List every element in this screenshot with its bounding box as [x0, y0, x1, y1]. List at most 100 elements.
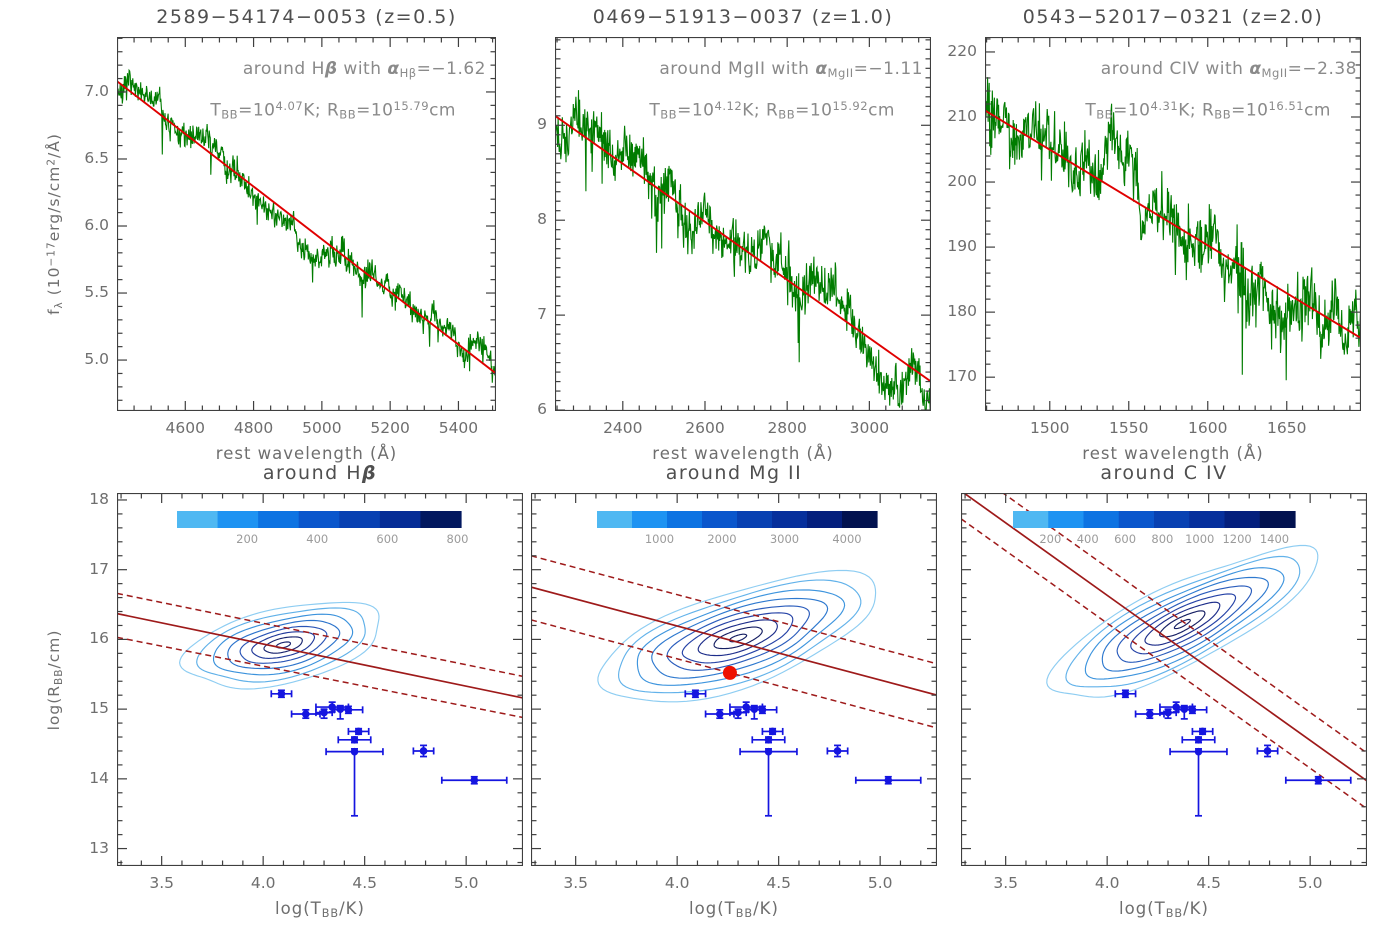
- density-contour: [1046, 544, 1319, 698]
- x-axis-label: log(TBB/K): [117, 899, 523, 920]
- text-segment: rest wavelength (Å): [652, 444, 834, 463]
- y-tick-label: 17: [89, 559, 109, 578]
- colorbar-segment: [1118, 511, 1155, 528]
- text-segment: BB: [1165, 906, 1184, 920]
- x-tick-label: 4.5: [1196, 874, 1221, 892]
- plot-spectrum-civ: [985, 37, 1361, 411]
- y-tick-label: 7.0: [84, 81, 109, 100]
- panel-spectrum-mgii: 0469−51913−0037 (z=1.0) 2400 2600 2800 3000 6…: [537, 6, 931, 463]
- data-point: [1145, 710, 1154, 718]
- colorbar-tick-label: 200: [236, 532, 259, 546]
- density-contour: [196, 607, 366, 683]
- x-tick-label: 2600: [685, 419, 725, 437]
- text-segment: around H: [242, 59, 325, 79]
- plot-title-relation-civ: around C IV: [931, 462, 1394, 484]
- fit-annotation: TBB=104.07K; RBB=1015.79cm: [210, 99, 456, 121]
- powerlaw-fit-line: [117, 80, 496, 375]
- x-tick-label: 4600: [165, 419, 206, 437]
- x-axis-label: log(TBB/K): [531, 899, 937, 920]
- plot-title-spectrum-mgii: 0469−51913−0037 (z=1.0): [592, 6, 894, 28]
- text-segment: 2: [45, 157, 58, 166]
- text-segment: rest wavelength (Å): [1082, 444, 1264, 463]
- plot-relation-mgii: [531, 493, 937, 866]
- plot-frame: [555, 37, 931, 411]
- colorbar-segment: [1224, 511, 1261, 528]
- colorbar-segment: [807, 511, 843, 528]
- y-axis-label: log(RBB/cm): [45, 629, 65, 730]
- text-segment: /K): [1183, 899, 1209, 918]
- colorbar-tick-label: 1400: [1259, 532, 1290, 546]
- data-point: [1194, 736, 1203, 744]
- plot-title-spectrum-civ: 0543−52017−0321 (z=2.0): [1022, 6, 1324, 28]
- text-segment: 15.92: [832, 99, 869, 113]
- plot-relation-hbeta: [117, 493, 523, 866]
- plot-frame: [117, 37, 496, 411]
- colorbar-segment: [177, 511, 219, 528]
- x-tick-label: 3.5: [563, 874, 588, 892]
- relation-uncertainty-line: [117, 636, 523, 719]
- data-point-with-errors: [1256, 744, 1279, 758]
- data-point-with-errors: [1191, 727, 1214, 736]
- plot-title-relation-hbeta: around Hβ: [87, 462, 553, 484]
- colorbar-segment: [1154, 511, 1190, 528]
- plot-relation-civ: [961, 493, 1367, 866]
- y-tick-label: 210: [947, 107, 977, 125]
- spectrum-trace: [117, 68, 496, 383]
- panel-spectrum-civ: 0543−52017−0321 (z=2.0) 1500 1550 1600 1650 1…: [947, 6, 1361, 463]
- panel-spectrum-hbeta: 2589−54174−0053 (z=0.5) 4600 4800 5000 5200 5…: [45, 6, 496, 463]
- text-segment: log(T: [1119, 899, 1166, 918]
- x-tick-label: 1550: [1109, 419, 1149, 437]
- relation-fit-line: [117, 612, 523, 699]
- data-point-with-errors: [684, 689, 707, 699]
- text-segment: BB: [1214, 107, 1232, 122]
- text-segment: /Å): [45, 133, 64, 158]
- text-segment: =−1.11: [853, 59, 923, 79]
- y-tick-label: 180: [947, 302, 977, 321]
- colorbar-segment: [298, 511, 340, 528]
- colorbar-segment: [217, 511, 259, 528]
- colorbar-segment: [737, 511, 773, 528]
- y-tick-label: 5.5: [84, 283, 109, 302]
- x-tick-label: 5.0: [453, 874, 479, 892]
- density-contour: [1130, 593, 1237, 655]
- data-point: [354, 727, 363, 736]
- text-segment: around CIV with: [1100, 59, 1250, 79]
- y-tick-label: 18: [89, 489, 109, 508]
- density-contour: [597, 569, 877, 703]
- x-tick-label: 4.5: [766, 874, 791, 892]
- text-segment: BB: [221, 107, 239, 122]
- density-contour: [263, 636, 303, 654]
- data-point-with-errors: [1177, 705, 1208, 715]
- data-point: [320, 708, 328, 717]
- data-point-with-errors: [325, 747, 384, 817]
- x-axis-label: rest wavelength (Å): [117, 444, 496, 463]
- text-segment: MgII: [827, 66, 854, 81]
- x-tick-label: 5400: [438, 419, 479, 437]
- data-point-with-errors: [337, 736, 372, 744]
- text-segment: log(T: [275, 899, 322, 918]
- data-point: [758, 706, 767, 714]
- density-contour: [636, 589, 846, 686]
- text-segment: erg/s/cm: [45, 165, 64, 242]
- y-tick-label: 14: [89, 768, 109, 787]
- y-tick-label: 15: [89, 699, 109, 718]
- relation-fit-line: [962, 493, 1367, 782]
- colorbar: [177, 511, 462, 528]
- plot-spectrum-hbeta: [117, 37, 496, 411]
- data-point: [1198, 727, 1207, 736]
- text-segment: around MgII with: [659, 59, 816, 79]
- text-segment: 15.79: [393, 99, 430, 113]
- y-tick-label: 16: [89, 629, 109, 648]
- data-point-with-errors: [826, 744, 849, 758]
- y-tick-label: 190: [947, 237, 977, 256]
- plot-frame: [985, 37, 1361, 411]
- density-contour: [239, 625, 328, 664]
- data-point-with-errors: [1284, 775, 1352, 785]
- colorbar: [597, 511, 878, 528]
- colorbar: [1013, 511, 1296, 528]
- text-segment: cm: [429, 100, 456, 121]
- text-segment: MgII: [1261, 66, 1288, 81]
- density-contour: [1173, 618, 1191, 630]
- colorbar-tick-label: 1000: [644, 532, 675, 546]
- x-tick-label: 5.0: [1297, 874, 1323, 892]
